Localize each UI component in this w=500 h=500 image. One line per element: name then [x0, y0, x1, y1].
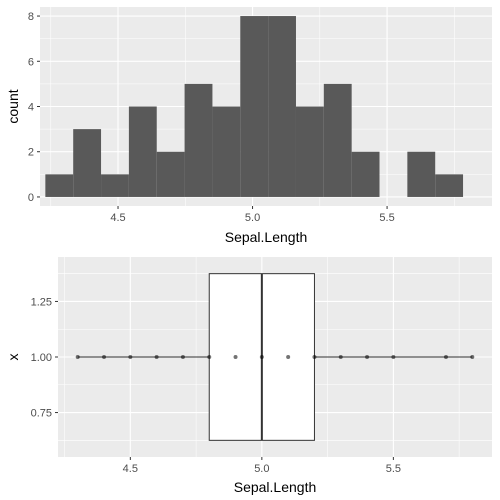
- histogram-y-tick-label: 2: [28, 147, 34, 159]
- boxplot-y-axis-title: x: [5, 354, 21, 361]
- histogram-bar: [295, 106, 324, 197]
- boxplot-data-point: [470, 355, 475, 359]
- boxplot-x-tick-label: 5.5: [386, 463, 401, 475]
- boxplot-x-tick-label: 5.0: [254, 463, 269, 475]
- boxplot-data-point: [154, 355, 159, 359]
- boxplot-data-point: [128, 355, 133, 359]
- histogram-bar: [73, 129, 102, 197]
- histogram-y-axis-ticks: 0 2 4 6 8: [28, 11, 40, 204]
- boxplot-data-point: [180, 355, 185, 359]
- histogram-bar: [212, 106, 241, 197]
- histogram-x-axis-title: Sepal.Length: [225, 229, 308, 245]
- histogram-bar: [435, 174, 464, 197]
- histogram-bar: [240, 16, 269, 197]
- boxplot-y-tick-label: 1.25: [31, 296, 52, 308]
- boxplot-y-tick-label: 0.75: [31, 408, 52, 420]
- histogram-y-axis-title: count: [5, 89, 21, 123]
- boxplot-x-tick-label: 4.5: [123, 463, 138, 475]
- boxplot-data-point: [207, 355, 212, 359]
- boxplot-x-axis-ticks: 4.5 5.0 5.5: [123, 457, 401, 475]
- boxplot-x-axis-title: Sepal.Length: [234, 479, 317, 495]
- histogram-bar: [351, 151, 380, 197]
- boxplot-data-point: [233, 355, 238, 359]
- histogram-panel: 4.5 5.0 5.5 0 2 4 6 8 Sepal.Length count: [5, 7, 492, 245]
- histogram-y-tick-label: 6: [28, 56, 34, 68]
- histogram-bar: [323, 83, 352, 197]
- boxplot-data-point: [338, 355, 343, 359]
- boxplot-y-tick-label: 1.00: [31, 352, 52, 364]
- boxplot-data-point: [259, 355, 264, 359]
- histogram-y-tick-label: 4: [28, 102, 34, 114]
- histogram-x-axis-ticks: 4.5 5.0 5.5: [110, 206, 395, 224]
- histogram-x-tick-label: 5.5: [379, 212, 394, 224]
- boxplot-data-point: [102, 355, 107, 359]
- histogram-y-tick-label: 8: [28, 11, 34, 23]
- histogram-y-tick-label: 0: [28, 192, 34, 204]
- histogram-bars: [45, 16, 464, 197]
- boxplot-data-point: [312, 355, 317, 359]
- histogram-bar: [128, 106, 157, 197]
- boxplot-data-point: [286, 355, 291, 359]
- histogram-bar: [268, 16, 296, 197]
- histogram-bar: [45, 174, 74, 197]
- boxplot-data-point: [75, 355, 80, 359]
- boxplot-data-point: [391, 355, 396, 359]
- histogram-x-tick-label: 4.5: [110, 212, 125, 224]
- histogram-x-tick-label: 5.0: [245, 212, 260, 224]
- histogram-bar: [184, 83, 213, 197]
- boxplot-data-point: [365, 355, 370, 359]
- boxplot-y-axis-ticks: 0.75 1.00 1.25: [31, 296, 58, 420]
- histogram-bar: [407, 151, 436, 197]
- histogram-bar: [156, 151, 185, 197]
- boxplot-data-point: [443, 355, 448, 359]
- histogram-bar: [101, 174, 129, 197]
- boxplot-points: [75, 355, 475, 359]
- boxplot-panel: 4.5 5.0 5.5 0.75 1.00 1.25 Sepal.Length x: [5, 257, 492, 495]
